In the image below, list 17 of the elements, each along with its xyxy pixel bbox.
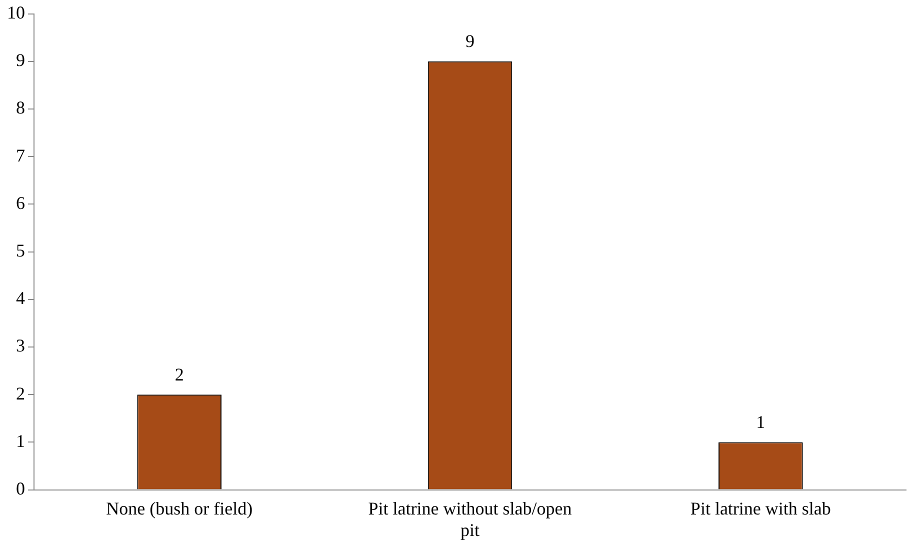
- y-tick-label: 8: [16, 98, 25, 118]
- y-tick-label: 7: [16, 145, 25, 166]
- x-tick-label: Pit latrine without slab/open pit: [368, 498, 572, 540]
- y-tick-label: 9: [16, 50, 25, 70]
- y-tick-label: 1: [16, 430, 25, 451]
- y-tick-label: 2: [16, 383, 25, 404]
- y-tick-label: 10: [7, 2, 25, 23]
- y-tick-label: 0: [16, 478, 25, 499]
- data-label: 2: [174, 364, 184, 384]
- data-label: 9: [466, 31, 474, 52]
- y-tick-label: 5: [16, 240, 25, 261]
- x-tick-label: None (bush or field): [106, 498, 253, 518]
- y-tick-label: 4: [16, 288, 25, 308]
- y-tick-label: 3: [16, 336, 25, 356]
- x-tick-label: Pit latrine with slab: [690, 498, 831, 518]
- data-label: 1: [756, 412, 766, 432]
- y-tick-label: 6: [16, 192, 25, 213]
